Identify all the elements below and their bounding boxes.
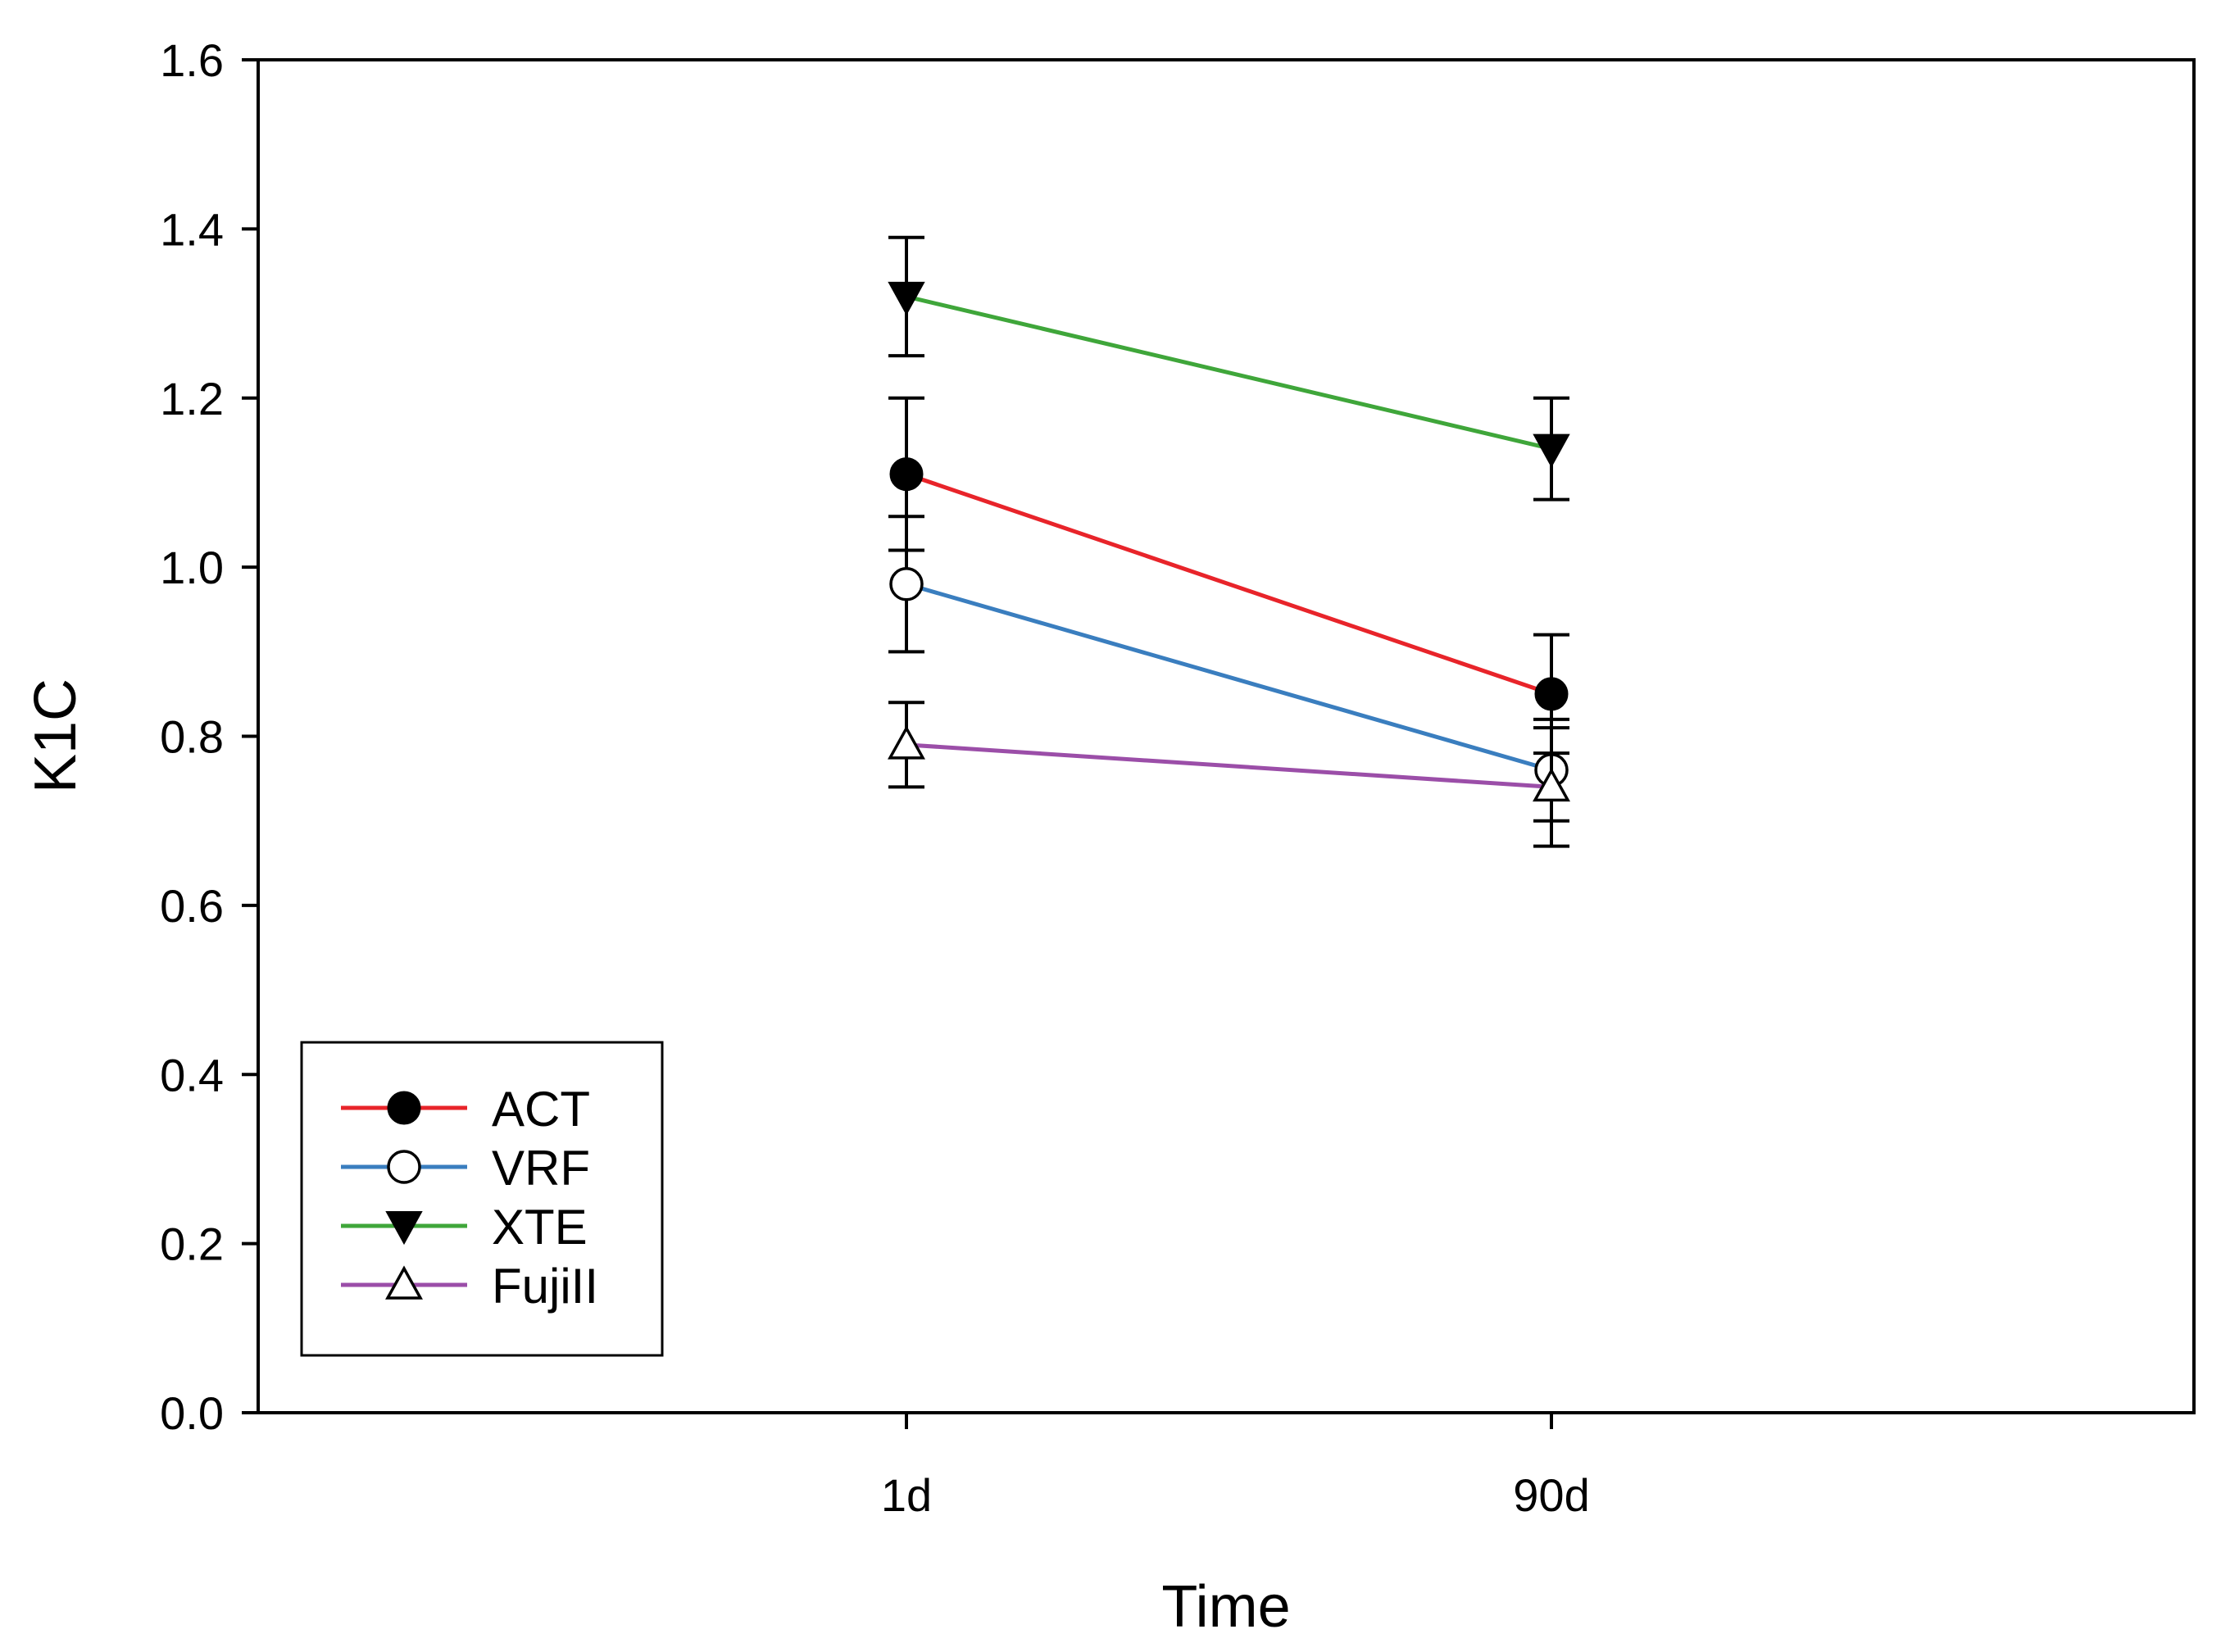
- series-fujiii: [888, 701, 1570, 848]
- data-point: [1534, 677, 1569, 711]
- data-point: [889, 457, 924, 492]
- legend-marker: [385, 1211, 423, 1246]
- x-tick-label: 90d: [1513, 1469, 1589, 1521]
- legend-item-vrf: VRF: [341, 1141, 590, 1196]
- data-point: [888, 281, 925, 315]
- legend-marker: [387, 1150, 421, 1184]
- y-tick-label: 1.2: [160, 373, 224, 424]
- legend-box: [300, 1041, 664, 1357]
- legend-marker: [387, 1091, 421, 1125]
- series-line: [906, 582, 1552, 773]
- series-line: [906, 742, 1552, 789]
- legend-label: ACT: [492, 1082, 590, 1137]
- x-tick-label: 1d: [881, 1469, 932, 1521]
- legend-item-fujiii: FujiII: [341, 1259, 598, 1314]
- legend-marker: [385, 1265, 423, 1300]
- y-tick-label: 1.4: [160, 203, 224, 255]
- series-line: [906, 294, 1552, 452]
- series-vrf: [888, 515, 1569, 823]
- series-act: [888, 396, 1569, 756]
- series-line: [906, 472, 1552, 697]
- data-point: [889, 567, 924, 601]
- data-point: [1533, 767, 1570, 802]
- data-point: [1533, 433, 1570, 468]
- y-tick-label: 1.0: [160, 542, 224, 593]
- y-tick-label: 0.4: [160, 1049, 224, 1101]
- y-axis-title: K1C: [23, 678, 89, 793]
- x-axis-ticks: 1d 90d: [881, 1413, 1590, 1521]
- x-axis-title: Time: [1161, 1574, 1290, 1640]
- data-point: [888, 725, 925, 760]
- y-tick-label: 0.0: [160, 1387, 224, 1439]
- y-tick-label: 0.2: [160, 1219, 224, 1270]
- y-axis-ticks: 0.0 0.2 0.4 0.6 0.8 1.0 1.2 1.4 1.6: [160, 34, 258, 1439]
- legend-item-act: ACT: [341, 1082, 590, 1137]
- legend-label: FujiII: [492, 1259, 598, 1314]
- y-tick-label: 1.6: [160, 34, 224, 86]
- y-tick-label: 0.8: [160, 711, 224, 763]
- series-xte: [888, 235, 1570, 502]
- y-tick-label: 0.6: [160, 880, 224, 932]
- series-layer: [888, 235, 1570, 848]
- legend-label: XTE: [492, 1200, 588, 1255]
- legend-item-xte: XTE: [341, 1200, 588, 1255]
- legend-label: VRF: [492, 1141, 590, 1196]
